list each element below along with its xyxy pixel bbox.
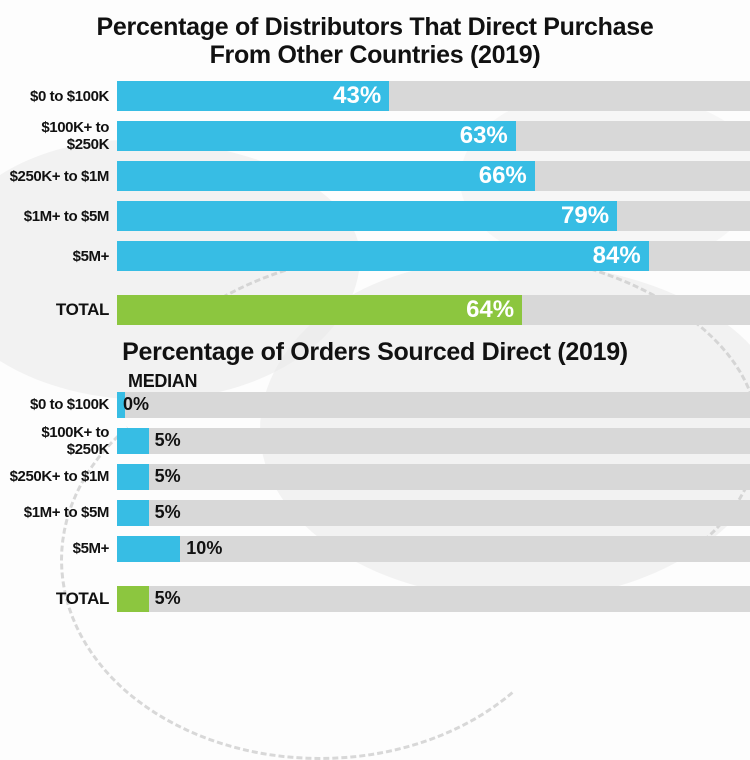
bar-track: 5% [117,428,750,454]
bar-track: 63% [117,121,750,151]
bar-track: 79% [117,201,750,231]
bar-label: $100K+ to $250K [0,119,115,153]
bar-row: $5M+ 10% [0,536,750,562]
bar-row-total: TOTAL64% [0,295,750,325]
bar-fill [117,464,149,490]
bar-label: TOTAL [0,300,115,320]
bar-label: $250K+ to $1M [0,168,115,185]
bar-track: 66% [117,161,750,191]
chart-rows: $0 to $100K0%$100K+ to $250K5%$250K+ to … [0,392,750,612]
bar-row-total: TOTAL 5% [0,586,750,612]
bar-label: $250K+ to $1M [0,468,115,485]
bar-row: $100K+ to $250K5% [0,428,750,454]
bar-track: 10% [117,536,750,562]
bar-fill: 64% [117,295,522,325]
bar-fill: 84% [117,241,649,271]
bar-track: 43% [117,81,750,111]
bar-track: 5% [117,586,750,612]
spacer [0,281,750,295]
bar-value: 5% [149,428,181,454]
bar-fill: 63% [117,121,516,151]
bar-fill: 66% [117,161,535,191]
bar-row: $250K+ to $1M66% [0,161,750,191]
bar-row: $1M+ to $5M79% [0,201,750,231]
bar-fill [117,428,149,454]
bar-fill: 43% [117,81,389,111]
chart-title: Percentage of Orders Sourced Direct (201… [0,335,750,369]
bar-track: 5% [117,464,750,490]
bar-track: 0% [117,392,750,418]
bar-label: $5M+ [0,540,115,557]
bar-fill [117,586,149,612]
chart-orders-sourced-direct: Percentage of Orders Sourced Direct (201… [0,335,750,612]
bar-row: $0 to $100K0% [0,392,750,418]
bar-label: $5M+ [0,248,115,265]
bar-track: 64% [117,295,750,325]
bar-label: $1M+ to $5M [0,208,115,225]
bar-label: TOTAL [0,589,115,609]
bar-value: 10% [180,536,222,562]
bar-label: $100K+ to $250K [0,424,115,458]
bar-track: 5% [117,500,750,526]
charts-container: Percentage of Distributors That Direct P… [0,0,750,612]
bar-label: $1M+ to $5M [0,504,115,521]
bar-value: 5% [149,464,181,490]
bar-fill: 79% [117,201,617,231]
bar-row: $0 to $100K43% [0,81,750,111]
chart-rows: $0 to $100K43%$100K+ to $250K63%$250K+ t… [0,81,750,325]
bar-fill [117,536,180,562]
bar-label: $0 to $100K [0,396,115,413]
bar-fill [117,500,149,526]
chart-subheading: MEDIAN [128,371,750,392]
bar-value: 5% [149,586,181,612]
chart-distributors-direct-purchase: Percentage of Distributors That Direct P… [0,14,750,325]
bar-row: $5M+84% [0,241,750,271]
bar-label: $0 to $100K [0,88,115,105]
bar-value: 5% [149,500,181,526]
bar-row: $100K+ to $250K63% [0,121,750,151]
spacer [0,572,750,586]
chart-title: Percentage of Distributors That Direct P… [0,14,750,81]
bar-row: $250K+ to $1M 5% [0,464,750,490]
bar-track: 84% [117,241,750,271]
bar-row: $1M+ to $5M 5% [0,500,750,526]
bar-value: 0% [117,392,149,418]
